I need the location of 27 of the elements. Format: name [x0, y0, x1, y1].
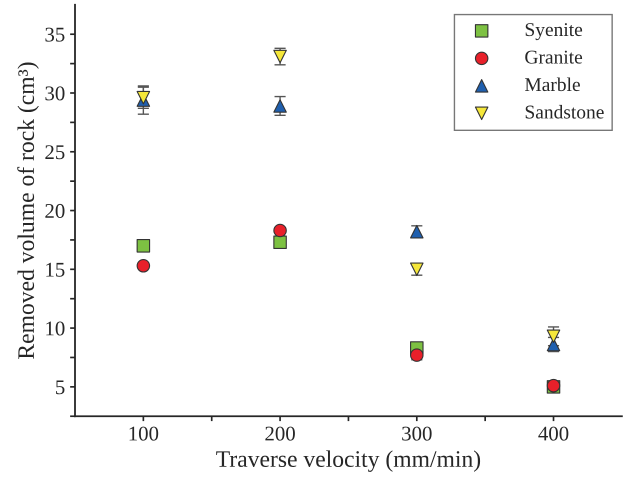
point	[410, 224, 424, 238]
y-tick-label: 20	[45, 204, 64, 218]
x-tick-label: 200	[265, 426, 295, 441]
y-tick-label: 30	[45, 86, 64, 100]
point	[136, 90, 150, 104]
point	[273, 99, 287, 113]
point	[546, 330, 560, 344]
x-tick-label: 100	[130, 426, 158, 441]
y-tick-label: 35	[45, 28, 64, 42]
y-axis-title: Removed volume of rock (cm³)	[17, 62, 39, 359]
point	[136, 239, 150, 253]
legend-label: Marble	[525, 77, 580, 92]
point	[136, 259, 150, 273]
point	[410, 262, 424, 276]
legend-label: Granite	[525, 50, 582, 64]
x-axis-title: Traverse velocity (mm/min)	[216, 450, 480, 472]
point	[273, 224, 287, 238]
legend-label: Sandstone	[526, 104, 604, 119]
legend-label: Syenite	[526, 23, 582, 40]
y-tick-label: 15	[46, 262, 64, 277]
point	[273, 236, 287, 250]
y-tick-label: 25	[45, 145, 64, 160]
y-tick-label: 5	[56, 380, 64, 394]
x-tick-label: 400	[538, 426, 568, 441]
x-tick-label: 300	[402, 426, 432, 441]
y-tick-label: 10	[46, 321, 64, 336]
point	[410, 348, 424, 362]
